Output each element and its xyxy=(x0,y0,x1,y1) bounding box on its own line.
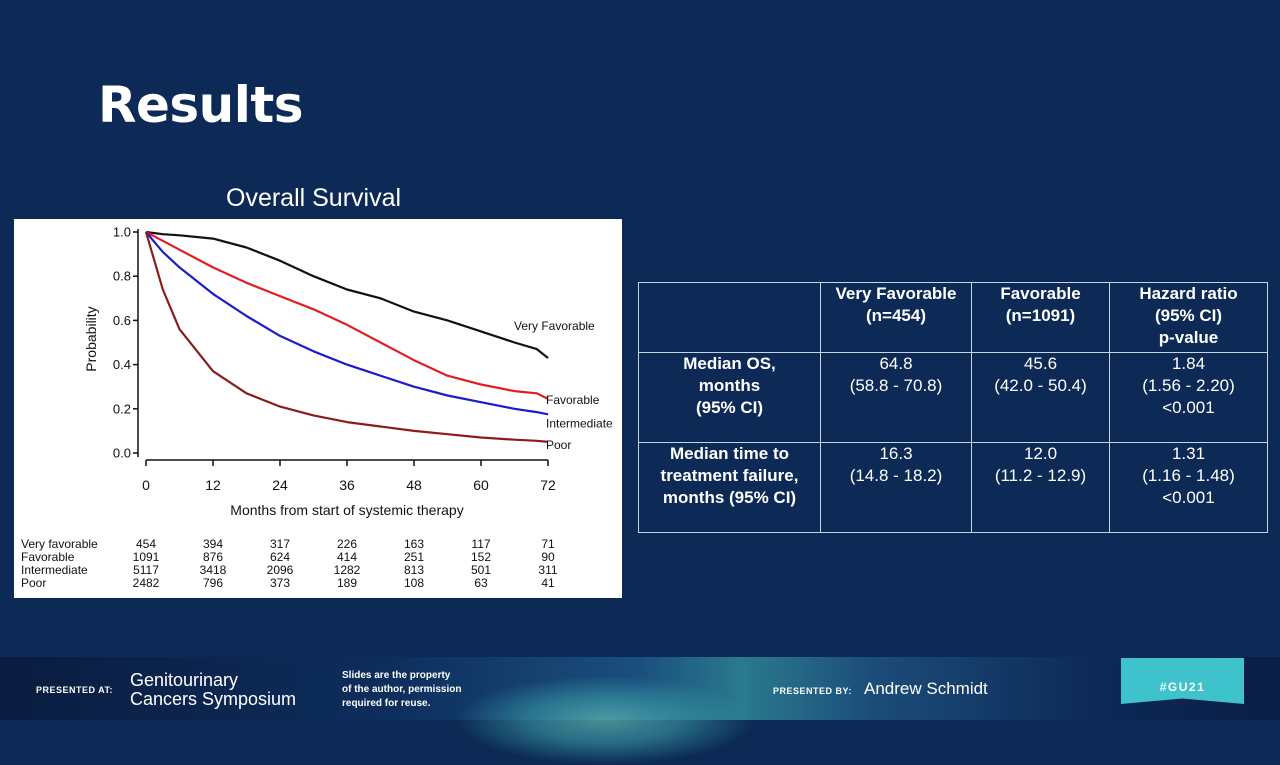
table-cell-h0 xyxy=(638,282,821,353)
risk-table-value: 311 xyxy=(538,563,557,577)
slide-title: Results xyxy=(98,76,304,134)
risk-table-value: 226 xyxy=(337,537,357,551)
risk-table-label: Very favorable xyxy=(21,537,98,551)
risk-table-value: 163 xyxy=(404,537,424,551)
table-row-header: Median time to treatment failure, months (… xyxy=(638,442,821,533)
risk-table-value: 394 xyxy=(203,537,223,551)
table-row-median-ttf: Median time to treatment failure, months (… xyxy=(638,442,1268,533)
risk-table-value: 373 xyxy=(270,576,290,590)
table-cell-h3: Hazard ratio (95% CI) p-value xyxy=(1109,282,1268,353)
risk-table-value: 2482 xyxy=(133,576,160,590)
table-cell: 1.84 (1.56 - 2.20) <0.001 xyxy=(1109,352,1268,443)
risk-table-label: Intermediate xyxy=(21,563,88,577)
risk-table-value: 414 xyxy=(337,550,357,564)
table-cell: 12.0 (11.2 - 12.9) xyxy=(971,442,1110,533)
series-label: Poor xyxy=(546,438,571,452)
table-cell: 64.8 (58.8 - 70.8) xyxy=(820,352,972,443)
risk-table-value: 501 xyxy=(471,563,491,577)
footer-bar: PRESENTED AT: Genitourinary Cancers Symp… xyxy=(0,657,1280,765)
reuse-note-line-2: of the author, permission xyxy=(342,684,462,695)
chart-title: Overall Survival xyxy=(226,184,402,212)
risk-table-value: 454 xyxy=(136,537,156,551)
risk-table-value: 108 xyxy=(404,576,424,590)
risk-table-label: Poor xyxy=(21,576,46,590)
risk-table-value: 117 xyxy=(471,537,490,551)
table-cell: 45.6 (42.0 - 50.4) xyxy=(971,352,1110,443)
series-label: Favorable xyxy=(546,393,600,407)
y-tick-label: 0.0 xyxy=(113,446,131,461)
y-tick-label: 0.6 xyxy=(113,313,131,328)
table-cell-h1: Very Favorable (n=454) xyxy=(820,282,972,353)
table-header-row: Very Favorable (n=454) Favorable (n=1091) … xyxy=(638,282,1268,353)
risk-table-value: 152 xyxy=(471,550,491,564)
reuse-note-line-1: Slides are the property xyxy=(342,670,451,681)
table-row-header: Median OS, months (95% CI) xyxy=(638,352,821,443)
table-cell: 1.31 (1.16 - 1.48) <0.001 xyxy=(1109,442,1268,533)
risk-table-value: 2096 xyxy=(267,563,294,577)
risk-table-value: 5117 xyxy=(133,563,159,577)
risk-table-label: Favorable xyxy=(21,550,75,564)
table-row-median-os: Median OS, months (95% CI) 64.8 (58.8 - 70.… xyxy=(638,352,1268,443)
presented-at-label: PRESENTED AT: xyxy=(36,685,114,695)
symposium-line-1: Genitourinary xyxy=(130,670,239,690)
series-label: Intermediate xyxy=(546,416,613,430)
risk-table-value: 1282 xyxy=(334,563,361,577)
y-tick-label: 0.4 xyxy=(113,357,131,372)
table-cell-h2: Favorable (n=1091) xyxy=(971,282,1110,353)
symposium-name: Genitourinary Cancers Symposium xyxy=(130,671,296,709)
survival-chart: 0.0 0.2 0.4 0.6 0.8 1.0 0 12 24 36 48 60 72 Months fr… xyxy=(21,225,613,591)
results-table: Very Favorable (n=454) Favorable (n=1091) … xyxy=(638,282,1268,533)
series-line-favorable xyxy=(145,231,549,400)
risk-table-value: 41 xyxy=(541,576,555,590)
hashtag-badge: #GU21 xyxy=(1121,658,1244,704)
series-label: Very Favorable xyxy=(514,319,595,333)
risk-table-value: 90 xyxy=(541,550,555,564)
presenter-name: Andrew Schmidt xyxy=(864,679,988,698)
risk-table-value: 251 xyxy=(404,550,424,564)
risk-table-value: 317 xyxy=(270,537,290,551)
risk-table-value: 71 xyxy=(541,537,555,551)
risk-table-value: 796 xyxy=(203,576,223,590)
risk-table-value: 813 xyxy=(404,563,424,577)
risk-table-value: 876 xyxy=(203,550,223,564)
series-line-very-favorable xyxy=(145,230,549,359)
risk-table-value: 624 xyxy=(270,550,290,564)
x-tick-label: 12 xyxy=(205,477,221,493)
x-axis-label: Months from start of systemic therapy xyxy=(230,502,463,518)
presented-by-label: PRESENTED BY: xyxy=(773,686,852,696)
series-line-intermediate xyxy=(145,231,549,416)
x-tick-label: 0 xyxy=(142,477,150,493)
risk-table-value: 63 xyxy=(474,576,488,590)
x-tick-label: 60 xyxy=(473,477,489,493)
x-tick-label: 24 xyxy=(272,477,288,493)
x-tick-label: 36 xyxy=(339,477,355,493)
x-tick-label: 48 xyxy=(406,477,422,493)
reuse-note-line-3: required for reuse. xyxy=(342,698,431,709)
reuse-note: Slides are the property of the author, p… xyxy=(342,669,461,711)
footer-globe-graphic xyxy=(455,675,755,765)
symposium-line-2: Cancers Symposium xyxy=(130,689,297,709)
y-tick-label: 1.0 xyxy=(113,225,131,240)
y-tick-label: 0.8 xyxy=(113,269,131,284)
y-tick-label: 0.2 xyxy=(113,401,131,416)
table-cell: 16.3 (14.8 - 18.2) xyxy=(820,442,972,533)
x-tick-label: 72 xyxy=(540,477,556,493)
survival-chart-panel: 0.0 0.2 0.4 0.6 0.8 1.0 0 12 24 36 48 60 72 Months fr… xyxy=(14,219,622,598)
risk-table-value: 3418 xyxy=(200,563,227,577)
series-line-poor xyxy=(144,231,549,443)
y-axis-label: Probability xyxy=(83,306,99,371)
risk-table-value: 1091 xyxy=(133,550,160,564)
risk-table-value: 189 xyxy=(337,576,357,590)
